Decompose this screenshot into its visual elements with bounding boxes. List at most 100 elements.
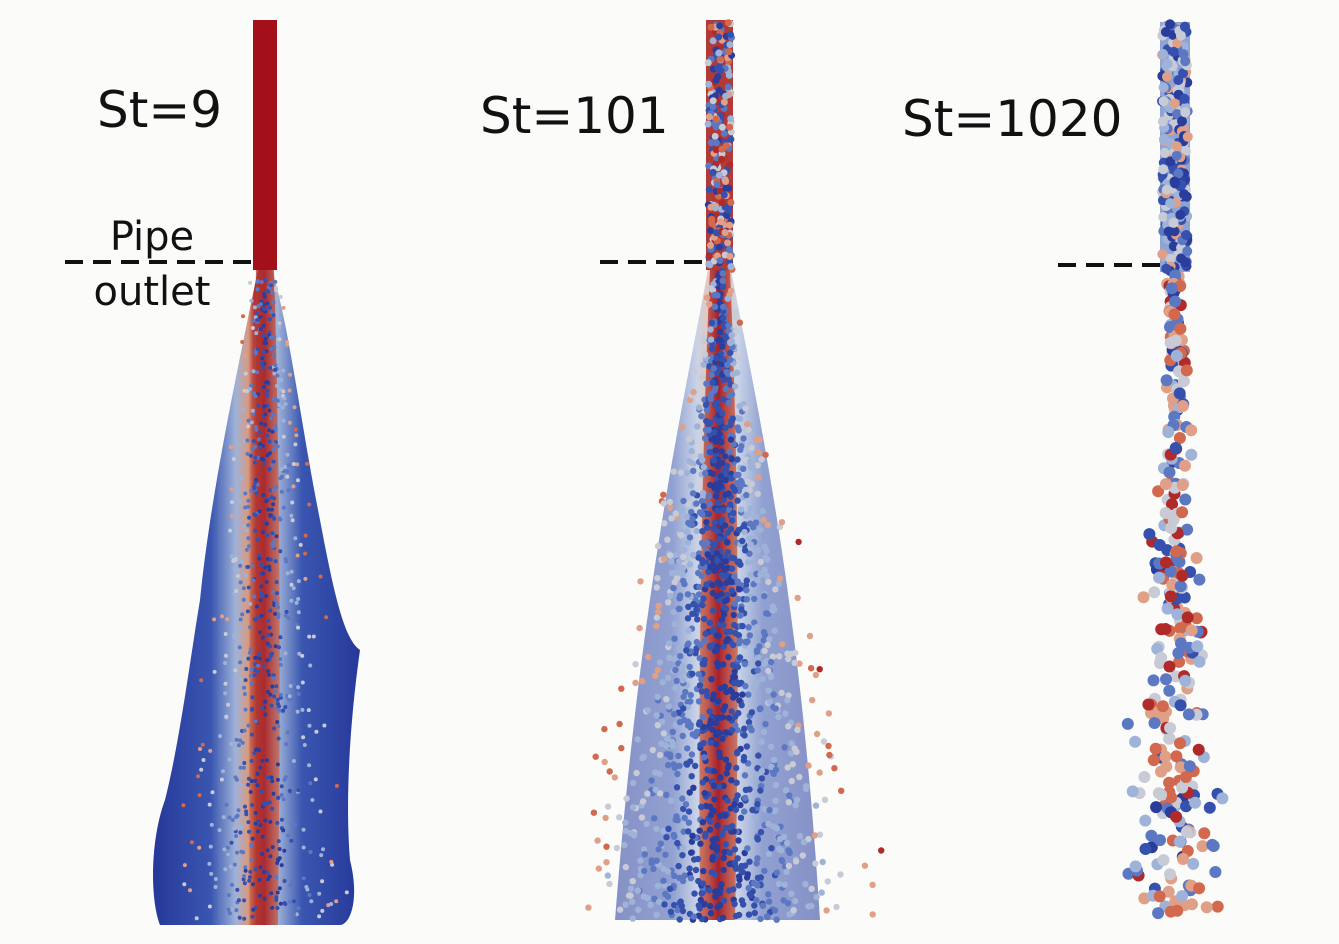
particle: [754, 667, 761, 674]
particle: [1172, 38, 1183, 49]
particle: [737, 801, 744, 809]
particle: [285, 474, 290, 479]
particle: [275, 383, 279, 388]
particle: [684, 528, 691, 535]
particle: [731, 573, 738, 580]
particle: [268, 557, 273, 562]
particle: [288, 684, 293, 688]
particle: [740, 435, 747, 442]
particle: [308, 850, 313, 854]
particle: [250, 326, 255, 330]
particle: [234, 737, 239, 742]
particle: [1121, 717, 1134, 730]
particle: [831, 765, 838, 772]
particle: [671, 872, 678, 880]
particle: [809, 696, 816, 704]
particle: [796, 773, 803, 781]
particle: [716, 243, 724, 251]
particle: [1175, 30, 1186, 41]
particle: [296, 478, 300, 483]
particle: [286, 833, 291, 838]
particle: [709, 590, 717, 597]
particle: [707, 203, 715, 211]
particle: [711, 767, 718, 775]
particle: [640, 846, 648, 853]
particle: [293, 536, 298, 541]
particle: [246, 418, 251, 423]
particle: [683, 469, 691, 477]
particle: [679, 732, 686, 740]
particle: [1180, 364, 1193, 377]
particle: [670, 761, 677, 768]
particle: [781, 744, 788, 751]
particle: [719, 459, 726, 467]
particle: [799, 852, 806, 859]
particle: [671, 635, 678, 642]
particle: [253, 618, 258, 622]
particle: [237, 645, 242, 650]
particle: [259, 590, 264, 595]
particle: [266, 507, 271, 512]
particle: [675, 605, 682, 612]
particle: [735, 558, 743, 565]
particle: [712, 146, 720, 154]
particle: [707, 139, 715, 147]
particle: [689, 670, 696, 677]
particle: [748, 444, 755, 452]
particle: [295, 709, 300, 714]
particle: [716, 55, 724, 63]
particle: [1149, 742, 1162, 755]
particle: [273, 598, 278, 603]
particle: [726, 252, 734, 260]
particle: [692, 732, 699, 740]
particle: [678, 902, 685, 910]
particle: [714, 728, 721, 736]
particle: [1150, 801, 1163, 814]
particle: [262, 461, 267, 466]
particle: [270, 531, 275, 536]
particle: [1165, 282, 1178, 295]
particle: [703, 581, 710, 588]
particle: [732, 314, 739, 321]
particle: [182, 863, 187, 868]
particle: [796, 833, 804, 840]
particle: [751, 595, 758, 603]
particle: [711, 796, 718, 803]
particle: [1139, 843, 1152, 855]
particle: [247, 875, 252, 880]
particle: [724, 239, 732, 247]
particle: [710, 525, 717, 532]
particle: [307, 723, 312, 728]
particle: [742, 682, 749, 690]
particle: [664, 536, 671, 543]
particle: [660, 500, 667, 507]
particle: [653, 911, 660, 919]
particle: [732, 722, 739, 729]
particle: [716, 535, 723, 543]
particle: [729, 641, 737, 649]
particle: [223, 681, 228, 686]
particle: [720, 897, 728, 904]
particle: [761, 566, 768, 574]
particle: [818, 889, 825, 896]
particle: [277, 516, 282, 521]
particle: [665, 599, 672, 606]
particle: [716, 365, 723, 373]
particle: [699, 713, 706, 721]
particle: [271, 459, 276, 464]
particle: [1137, 591, 1150, 604]
particle: [305, 461, 309, 466]
particle: [623, 795, 630, 802]
particle: [277, 847, 282, 851]
particle: [259, 613, 264, 618]
particle: [655, 608, 662, 616]
particle: [275, 444, 280, 449]
particle: [672, 510, 679, 517]
particle: [680, 693, 687, 700]
particle: [1198, 827, 1211, 840]
particle: [254, 604, 259, 609]
particle: [695, 404, 703, 411]
particle: [685, 500, 692, 507]
particle: [1164, 722, 1177, 734]
particle: [1163, 660, 1176, 673]
